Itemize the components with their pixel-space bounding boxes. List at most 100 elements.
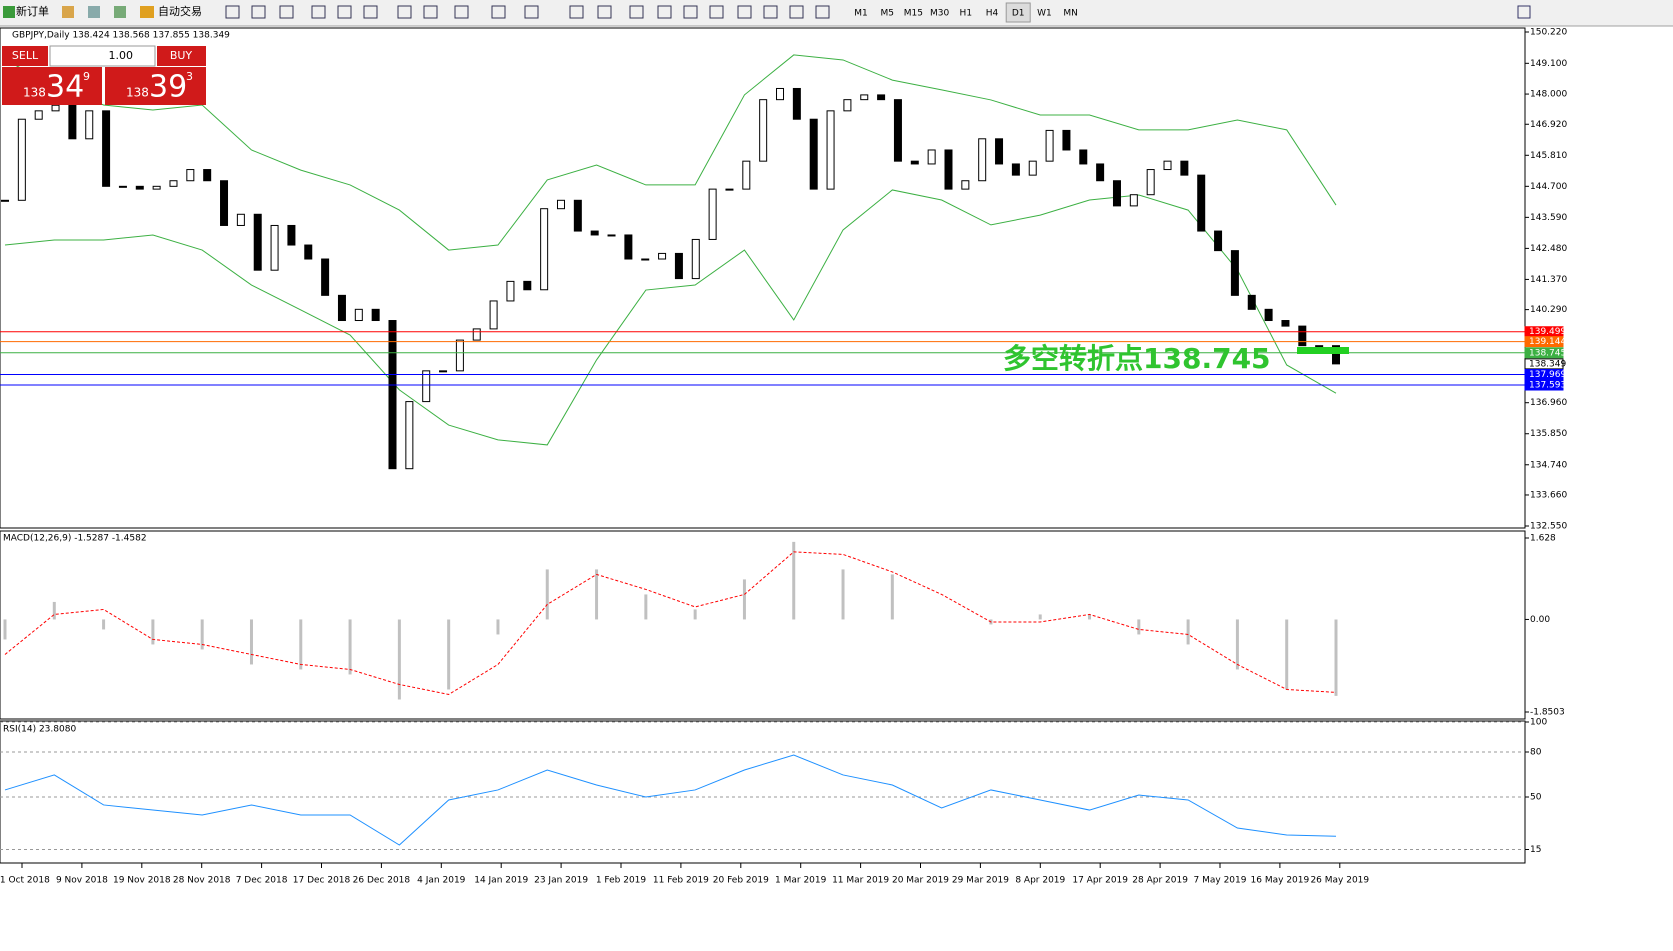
candle (927, 149, 936, 165)
y-tick-label: 134.740 (1530, 460, 1567, 470)
timeframe[interactable]: MN (1063, 9, 1078, 19)
candle (792, 87, 801, 120)
y-tick-label: 145.810 (1530, 151, 1567, 161)
x-tick-label: 1 Mar 2019 (775, 876, 827, 886)
tool-icon[interactable] (279, 5, 294, 19)
candle (691, 238, 700, 280)
candle (590, 230, 599, 236)
tool-icon[interactable] (397, 5, 412, 19)
candle (1332, 345, 1340, 365)
annotation: 多空转折点138.745 (1003, 342, 1271, 375)
y-tick-label: 50 (1530, 793, 1542, 803)
tool-icon[interactable] (737, 5, 752, 19)
indicator-title: MACD(12,26,9) -1.5287 -1.4582 (3, 534, 147, 544)
candle (388, 320, 397, 470)
sell-button[interactable] (2, 46, 48, 66)
level-marker (1297, 347, 1349, 354)
x-tick-label: 8 Apr 2019 (1015, 876, 1065, 886)
buy-price-box[interactable] (105, 67, 206, 105)
level-label: 138.745 (1529, 348, 1566, 358)
tool-icon[interactable] (251, 5, 266, 19)
new-order[interactable]: 新订单 (16, 4, 49, 18)
tool-icon[interactable] (597, 5, 612, 19)
candle (1315, 345, 1324, 348)
tool-icon[interactable] (363, 5, 378, 19)
timeframe[interactable]: M1 (854, 9, 868, 19)
x-tick-label: 26 May 2019 (1310, 876, 1369, 886)
candle (826, 110, 835, 190)
candle (1096, 163, 1105, 182)
tool-icon[interactable] (337, 5, 352, 19)
sell-label[interactable]: SELL (12, 49, 39, 62)
lot-field[interactable] (49, 45, 156, 67)
candle (455, 339, 464, 372)
toolbar (0, 0, 1673, 26)
sell-price-box[interactable] (2, 67, 102, 105)
auto-trading[interactable]: 自动交易 (158, 4, 202, 18)
timeframe[interactable]: H1 (960, 9, 973, 19)
tool-icon[interactable] (524, 5, 539, 19)
icon[interactable] (114, 6, 126, 18)
timeframe[interactable]: M15 (904, 9, 923, 19)
macd-panel (0, 530, 1526, 720)
candle (1, 199, 9, 202)
y-tick-label: 140.290 (1530, 305, 1567, 315)
y-tick-label: 142.480 (1530, 244, 1567, 254)
x-tick-label: 28 Nov 2018 (173, 876, 231, 886)
tool-icon[interactable] (225, 5, 240, 19)
sell-main: 34 (46, 70, 84, 105)
candle (607, 234, 616, 237)
candle (1298, 325, 1307, 347)
trade-panel: SELL 1.00 BUY 138 34 9 138 39 3 (2, 45, 206, 105)
buy-main: 39 (149, 70, 187, 105)
x-tick-label: 4 Jan 2019 (417, 876, 465, 886)
timeframe[interactable]: H4 (986, 9, 999, 19)
timeframe[interactable]: M5 (880, 9, 894, 19)
tool-icon[interactable] (569, 5, 584, 19)
tool-icon[interactable] (491, 5, 506, 19)
tool-icon[interactable] (629, 5, 644, 19)
tool-icon[interactable] (454, 5, 469, 19)
search[interactable] (1517, 5, 1531, 19)
tool-icon[interactable] (815, 5, 830, 19)
tool-icon[interactable] (423, 5, 438, 19)
candle (573, 199, 582, 232)
candle (556, 199, 565, 210)
auto-trading-icon[interactable] (140, 6, 154, 18)
candle (1146, 169, 1155, 196)
candle (169, 180, 178, 187)
new-order-icon[interactable] (3, 6, 15, 18)
candle (1163, 160, 1172, 171)
x-tick-label: 7 May 2019 (1194, 876, 1247, 886)
x-tick-label: 26 Dec 2018 (353, 876, 411, 886)
timeframe[interactable]: M30 (930, 9, 949, 19)
candle (152, 185, 161, 190)
icon[interactable] (62, 6, 74, 18)
tool-icon[interactable] (311, 5, 326, 19)
tool-icon[interactable] (763, 5, 778, 19)
candle (1180, 160, 1189, 176)
candle (809, 118, 818, 190)
x-tick-label: 29 Mar 2019 (952, 876, 1009, 886)
candle (270, 224, 279, 271)
lots[interactable]: 1.00 (109, 49, 134, 62)
tool-icon[interactable] (657, 5, 672, 19)
candle (961, 180, 970, 190)
y-tick-label: 148.000 (1530, 90, 1567, 100)
tool-icon[interactable] (789, 5, 804, 19)
indicator-title: RSI(14) 23.8080 (3, 725, 76, 735)
timeframe[interactable]: D1 (1012, 9, 1025, 19)
buy-label[interactable]: BUY (170, 49, 193, 62)
timeframe[interactable]: W1 (1037, 9, 1052, 19)
y-tick-label: 100 (1530, 718, 1547, 728)
tool-icon[interactable] (709, 5, 724, 19)
candle (354, 308, 363, 322)
tool-icon[interactable] (683, 5, 698, 19)
buy-button[interactable] (157, 46, 206, 66)
candle (287, 224, 296, 246)
x-tick-label: 17 Dec 2018 (293, 876, 351, 886)
candle (337, 294, 346, 322)
candle (489, 300, 498, 330)
icon[interactable] (88, 6, 100, 18)
